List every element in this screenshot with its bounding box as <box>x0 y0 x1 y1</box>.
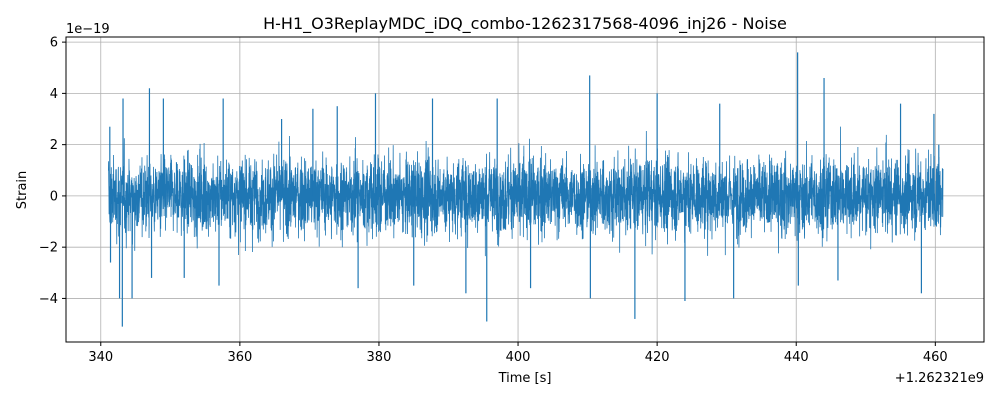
x-tick-label: 460 <box>923 350 948 365</box>
y-tick-label: −4 <box>39 292 58 307</box>
strain-series-line <box>108 126 944 257</box>
x-tick-label: 360 <box>227 350 252 365</box>
chart-title: H-H1_O3ReplayMDC_iDQ_combo-1262317568-40… <box>263 14 787 34</box>
x-tick-label: 380 <box>367 350 392 365</box>
x-offset-label: +1.262321e9 <box>895 371 984 386</box>
x-tick-label: 420 <box>645 350 670 365</box>
y-axis-label: Strain <box>15 171 30 210</box>
y-tick-label: −2 <box>39 241 58 256</box>
strain-peaks <box>109 52 940 327</box>
x-tick-label: 400 <box>506 350 531 365</box>
x-axis-ticks: 340 360 380 400 420 440 460 <box>88 342 948 365</box>
y-axis-ticks: −4 −2 0 2 4 6 <box>39 36 66 307</box>
x-tick-label: 340 <box>88 350 113 365</box>
y-tick-label: 4 <box>50 87 58 102</box>
y-tick-label: 6 <box>50 36 58 51</box>
y-tick-label: 2 <box>50 138 58 153</box>
y-tick-label: 0 <box>50 189 58 204</box>
plot-area <box>108 52 944 327</box>
plot-frame <box>65 36 985 343</box>
x-axis-label: Time [s] <box>498 371 552 386</box>
x-tick-label: 440 <box>784 350 809 365</box>
y-exponent-label: 1e−19 <box>66 22 110 37</box>
